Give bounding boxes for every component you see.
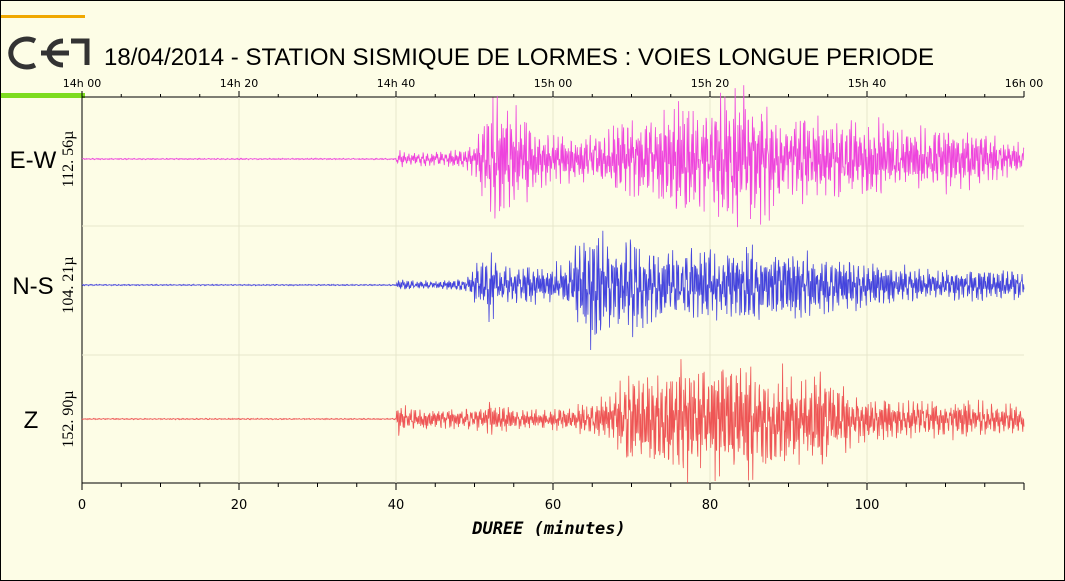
- duration-axis: 0 20 40 60 80 100: [78, 483, 1025, 513]
- channel-label: N-S: [12, 273, 53, 300]
- time-tick-label: 14h 20: [220, 77, 258, 90]
- time-axis: 14h 00 14h 20 14h 40 15h 00 15h 20 15h 40 16h …: [63, 77, 1043, 97]
- chart-title: 18/04/2014 - STATION SISMIQUE DE LORMES …: [104, 44, 934, 71]
- duration-tick-label: 60: [545, 498, 562, 513]
- time-tick-label: 15h 20: [691, 77, 729, 90]
- trace-n-s: [81, 230, 1025, 350]
- channel-label: E-W: [10, 147, 57, 174]
- trace-z: [81, 359, 1025, 483]
- time-tick-label: 15h 40: [848, 77, 886, 90]
- duration-tick-label: 0: [78, 498, 86, 513]
- amplitude-label: 152. 90µ: [60, 390, 77, 447]
- channel-labels: E-W 112. 56µ N-S 104. 21µ Z 152. 90µ: [10, 131, 77, 448]
- time-tick-label: 16h 00: [1005, 77, 1043, 90]
- duration-tick-label: 100: [855, 498, 880, 513]
- duration-tick-label: 20: [231, 498, 248, 513]
- time-tick-label: 15h 00: [534, 77, 572, 90]
- traces: [81, 85, 1025, 483]
- cea-logo: [1, 15, 90, 98]
- logo-orange-bar: [1, 15, 85, 18]
- time-tick-label: 14h 40: [377, 77, 415, 90]
- amplitude-label: 104. 21µ: [60, 256, 77, 313]
- logo-green-bar: [1, 93, 85, 98]
- duration-tick-label: 80: [702, 498, 719, 513]
- time-tick-label: 14h 00: [63, 77, 101, 90]
- duration-tick-label: 40: [388, 498, 405, 513]
- x-axis-label: DUREE (minutes): [471, 519, 626, 539]
- channel-label: Z: [24, 407, 39, 434]
- logo-mark: [8, 36, 90, 70]
- trace-e-w: [81, 85, 1025, 228]
- amplitude-label: 112. 56µ: [60, 131, 77, 188]
